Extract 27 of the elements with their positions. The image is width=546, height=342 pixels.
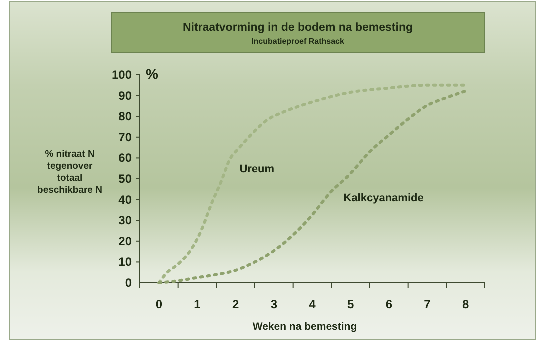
x-tick-label: 7 bbox=[424, 298, 432, 312]
y-tick-label: 50 bbox=[118, 172, 132, 186]
y-tick-label: 70 bbox=[118, 130, 132, 144]
y-tick-label: 60 bbox=[118, 151, 132, 166]
y-tick-label: 30 bbox=[118, 214, 132, 228]
y-axis-title: % nitraat N tegenover totaal beschikbare N bbox=[38, 149, 103, 196]
annotation: % bbox=[146, 66, 159, 82]
x-tick-label: 4 bbox=[309, 298, 316, 312]
series-label: Ureum bbox=[240, 163, 275, 176]
y-tick-label: 90 bbox=[118, 88, 132, 103]
y-tick-label: 10 bbox=[118, 255, 132, 270]
y-tick-label: 100 bbox=[112, 68, 132, 82]
series-label: Kalkcyanamide bbox=[344, 192, 424, 205]
x-tick-label: 5 bbox=[347, 298, 354, 312]
x-axis-title: Weken na bemesting bbox=[252, 321, 358, 333]
x-tick-label: 8 bbox=[462, 298, 470, 312]
y-tick-label: 0 bbox=[125, 276, 132, 290]
x-tick-label: 2 bbox=[232, 298, 240, 312]
y-tick-label: 40 bbox=[118, 192, 132, 207]
chart-title: Nitraatvorming in de bodem na bemesting bbox=[182, 22, 414, 34]
chart-subtitle: Incubatieproef Rathsack bbox=[252, 37, 346, 46]
x-tick-label: 3 bbox=[270, 298, 278, 312]
y-tick-label: 80 bbox=[118, 110, 132, 124]
y-tick-label: 20 bbox=[118, 234, 132, 248]
x-tick-label: 1 bbox=[194, 298, 202, 312]
x-tick-label: 6 bbox=[386, 298, 393, 312]
x-tick-label: 0 bbox=[156, 298, 163, 312]
